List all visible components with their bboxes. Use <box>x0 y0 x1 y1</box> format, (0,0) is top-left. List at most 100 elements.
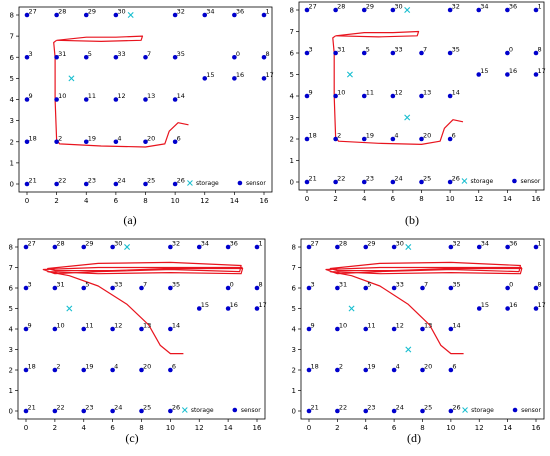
sensor-point <box>172 139 178 145</box>
x-tick-label: 8 <box>139 424 143 432</box>
x-tick-label: 12 <box>474 195 483 203</box>
y-tick-label: 1 <box>9 387 13 395</box>
x-tick-label: 0 <box>24 424 28 432</box>
sensor-point <box>196 244 202 250</box>
sensor-point <box>533 244 539 250</box>
sensor-point <box>335 367 340 373</box>
sensor-label: 11 <box>367 322 375 330</box>
sensor-label: 26 <box>177 177 185 185</box>
x-tick-label: 10 <box>446 424 455 432</box>
x-tick-label: 6 <box>391 195 396 203</box>
sensor-label: 19 <box>85 363 93 371</box>
x-tick-label: 8 <box>420 424 424 432</box>
x-tick-label: 6 <box>392 424 397 432</box>
sensor-label: 24 <box>394 175 402 183</box>
sensor-label: 1 <box>259 240 263 248</box>
sensor-point <box>24 139 30 145</box>
sensor-label: 31 <box>58 50 66 58</box>
sensor-label: 25 <box>143 404 151 412</box>
sensor-point <box>54 97 59 102</box>
sensor-point <box>419 179 424 185</box>
sensor-point <box>172 181 178 187</box>
sensor-point <box>113 12 119 18</box>
sensor-label: 3 <box>28 281 32 289</box>
legend-sensor-marker <box>237 180 243 186</box>
sensor-point <box>390 93 396 99</box>
sensor-point <box>333 50 338 56</box>
sensor-label: 24 <box>117 177 125 185</box>
x-tick-label: 14 <box>503 424 512 432</box>
sensor-label: 36 <box>236 8 244 16</box>
sensor-label: 27 <box>28 240 36 248</box>
sensor-point <box>420 326 425 332</box>
legend-storage-marker <box>461 178 468 184</box>
sensor-label: 5 <box>367 281 371 289</box>
y-tick-label: 7 <box>9 264 13 272</box>
sensor-point <box>448 408 454 414</box>
sensor-label: 35 <box>452 46 460 54</box>
sensor-label: 17 <box>538 67 546 75</box>
sensor-point <box>168 367 173 373</box>
sensor-point <box>23 408 29 414</box>
sensor-label: 32 <box>452 3 460 11</box>
sensor-label: 28 <box>339 240 347 248</box>
sensor-label: 19 <box>366 132 374 140</box>
y-tick-label: 5 <box>10 75 14 83</box>
sensor-label: 29 <box>85 240 93 248</box>
sensor-label: 35 <box>172 281 180 289</box>
sensor-point <box>52 367 58 373</box>
sensor-label: 28 <box>56 240 64 248</box>
sensor-point <box>225 244 231 250</box>
legend-sensor-label: sensor <box>521 407 541 414</box>
sensor-point <box>391 285 397 291</box>
sensor-label: 25 <box>424 404 432 412</box>
sensor-point <box>113 139 119 145</box>
storage-point <box>405 244 412 250</box>
sensor-point <box>391 244 397 250</box>
y-tick-label: 8 <box>290 7 294 15</box>
y-tick-label: 2 <box>10 138 14 146</box>
sensor-point <box>168 326 173 332</box>
x-tick-label: 4 <box>362 195 367 203</box>
x-tick-label: 14 <box>503 195 512 203</box>
sensor-label: 8 <box>259 281 263 289</box>
y-tick-label: 3 <box>10 117 14 125</box>
sensor-label: 1 <box>266 8 270 16</box>
storage-point <box>346 71 353 78</box>
sensor-label: 15 <box>201 301 209 309</box>
sensor-point <box>261 54 267 60</box>
sensor-point <box>196 306 202 311</box>
y-tick-label: 6 <box>9 285 14 293</box>
storage-point <box>348 305 355 312</box>
sensor-point <box>143 97 148 102</box>
y-tick-label: 2 <box>292 367 296 375</box>
x-tick-label: 10 <box>171 197 180 205</box>
y-tick-label: 7 <box>10 33 14 41</box>
sensor-label: 27 <box>309 3 317 11</box>
sensor-label: 32 <box>172 240 180 248</box>
sensor-point <box>363 244 369 250</box>
sensor-label: 33 <box>394 46 402 54</box>
sensor-label: 11 <box>366 89 374 97</box>
sensor-point <box>225 306 231 311</box>
sensor-point <box>254 244 260 250</box>
storage-point <box>405 346 412 353</box>
sensor-point <box>533 306 539 311</box>
sensor-label: 18 <box>28 363 36 371</box>
legend-storage-label: storage <box>470 178 493 185</box>
sensor-point <box>113 97 119 102</box>
sensor-label: 12 <box>396 322 404 330</box>
sensor-label: 34 <box>201 240 209 248</box>
sensor-point <box>447 7 453 13</box>
y-tick-label: 4 <box>9 326 14 334</box>
legend-sensor-label: sensor <box>246 180 266 187</box>
sensor-point <box>419 136 424 142</box>
sensor-label: 12 <box>394 89 402 97</box>
legend-sensor-label: sensor <box>520 178 540 185</box>
sensor-label: 16 <box>230 301 238 309</box>
sensor-point <box>168 285 173 291</box>
